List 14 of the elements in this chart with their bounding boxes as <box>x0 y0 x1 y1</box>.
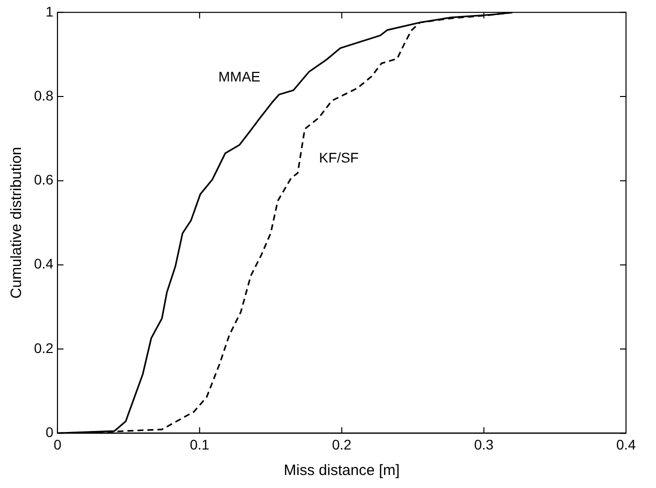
y-tick-label: 0.2 <box>34 340 54 356</box>
y-tick-label: 0.8 <box>34 87 54 104</box>
y-tick-label: 0 <box>46 424 54 440</box>
y-tick-label: 1 <box>46 3 54 20</box>
x-tick-label: 0.4 <box>616 436 636 452</box>
y-axis-title: Cumulative distribution <box>8 146 26 299</box>
y-tick-label: 0.4 <box>34 256 54 272</box>
x-tick-label: 0.2 <box>332 436 352 452</box>
series-label: KF/SF <box>319 149 359 166</box>
series-label: MMAE <box>218 68 260 84</box>
x-axis-title: Miss distance [m] <box>284 462 400 480</box>
y-tick-label: 0.6 <box>34 172 54 188</box>
x-tick-label: 0.1 <box>190 436 210 452</box>
x-tick-label: 0.3 <box>474 436 494 452</box>
